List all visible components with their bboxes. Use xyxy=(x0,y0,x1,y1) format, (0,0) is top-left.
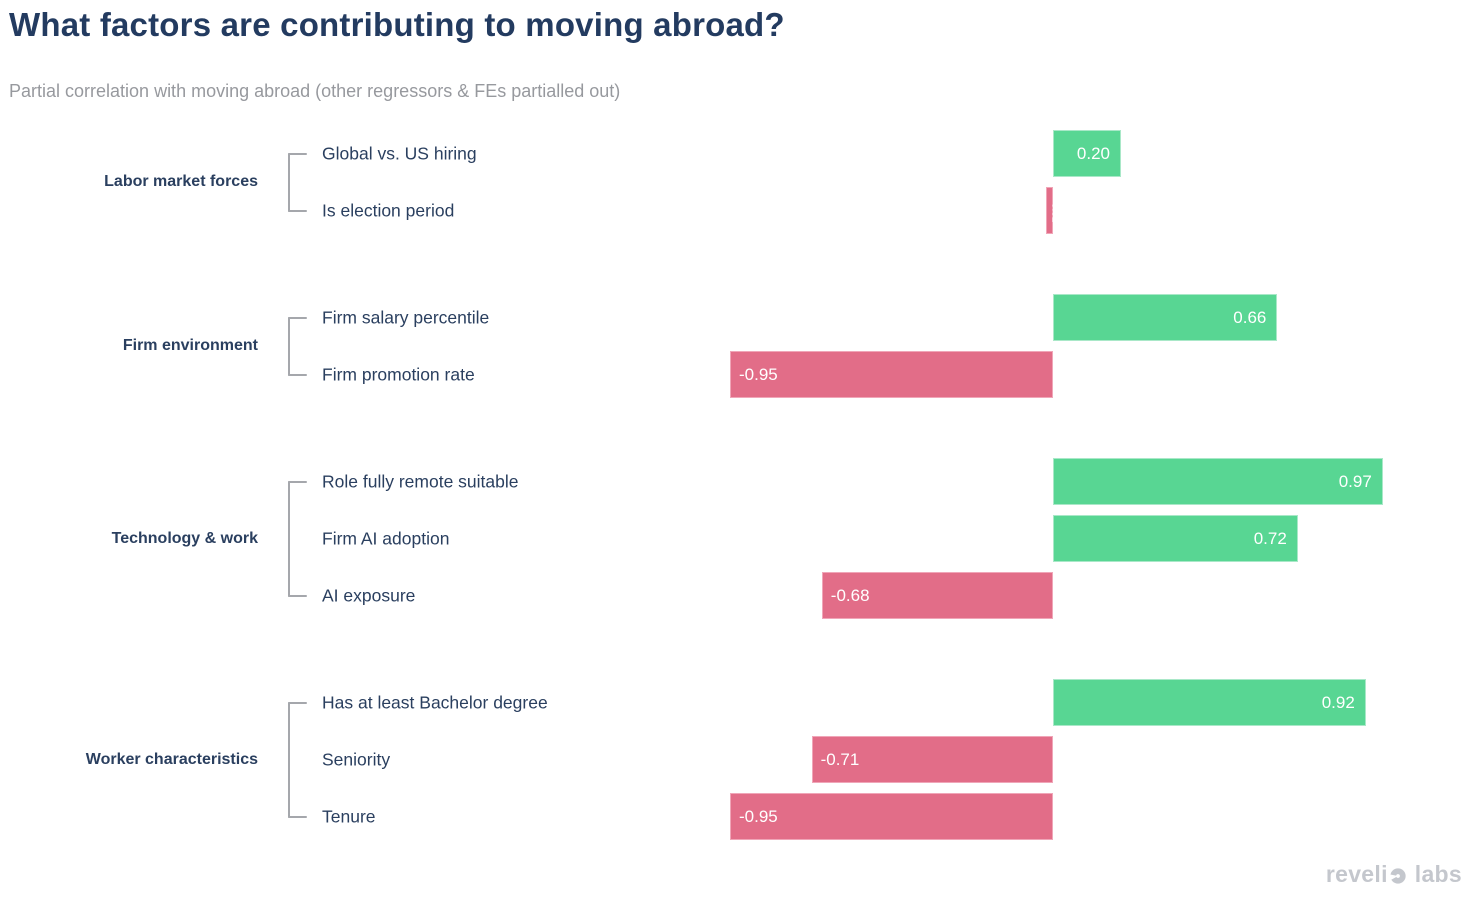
bar: -0.71 xyxy=(811,736,1053,783)
group-bracket-tick xyxy=(288,480,307,483)
bar-value-label: -0.95 xyxy=(739,364,778,384)
bar: 0.97 xyxy=(1053,458,1383,505)
bar-value-label: -0.02 xyxy=(1049,199,1061,222)
group-label: Labor market forces xyxy=(104,173,258,190)
group-bracket-line xyxy=(288,152,290,212)
item-label: Firm AI adoption xyxy=(322,528,450,548)
brand-text-prefix: reveli xyxy=(1325,861,1388,887)
item-label: Seniority xyxy=(322,749,391,769)
bar: -0.68 xyxy=(821,572,1053,619)
group-label: Technology & work xyxy=(111,529,258,547)
group-label: Firm environment xyxy=(122,337,258,354)
bar-value-label: 0.66 xyxy=(1233,307,1267,327)
bar: 0.66 xyxy=(1053,294,1278,341)
revelio-labs-logo: reveli labs xyxy=(1326,861,1462,888)
group-bracket-line xyxy=(288,316,290,376)
bar: -0.95 xyxy=(730,793,1053,840)
item-label: Has at least Bachelor degree xyxy=(322,692,548,712)
group-bracket-tick xyxy=(288,373,307,376)
bar-value-label: 0.97 xyxy=(1338,471,1372,491)
group-bracket-tick xyxy=(288,316,307,319)
bar-value-label: 0.20 xyxy=(1076,143,1110,163)
item-label: Firm salary percentile xyxy=(322,307,490,327)
bar: -0.95 xyxy=(730,351,1053,398)
group-bracket-line xyxy=(288,701,290,818)
bar-value-label: -0.95 xyxy=(739,806,778,826)
item-label: Tenure xyxy=(322,806,376,826)
bar: 0.72 xyxy=(1053,515,1298,562)
group-bracket-tick xyxy=(288,152,307,155)
brand-text-suffix: labs xyxy=(1414,861,1462,887)
item-label: Role fully remote suitable xyxy=(322,471,519,491)
bar-value-label: 0.72 xyxy=(1253,528,1287,548)
group-bracket-line xyxy=(288,480,290,597)
group-label: Worker characteristics xyxy=(85,750,258,768)
item-label: Firm promotion rate xyxy=(322,364,475,384)
bar-value-label: -0.71 xyxy=(820,749,860,769)
item-label: AI exposure xyxy=(322,585,416,605)
group-bracket-tick xyxy=(288,815,307,818)
bar-value-label: -0.68 xyxy=(830,585,870,605)
chart-subtitle: Partial correlation with moving abroad (… xyxy=(9,81,621,101)
revelio-o-icon xyxy=(1388,868,1406,884)
item-label: Is election period xyxy=(322,200,455,220)
bar-value-label: 0.92 xyxy=(1321,692,1355,712)
group-bracket-tick xyxy=(288,701,307,704)
bar: 0.20 xyxy=(1053,130,1121,177)
bar: -0.02 xyxy=(1046,187,1061,234)
page-title: What factors are contributing to moving … xyxy=(9,6,785,43)
item-label: Global vs. US hiring xyxy=(322,143,477,163)
bar: 0.92 xyxy=(1053,679,1366,726)
group-bracket-tick xyxy=(288,594,307,597)
group-bracket-tick xyxy=(288,209,307,212)
